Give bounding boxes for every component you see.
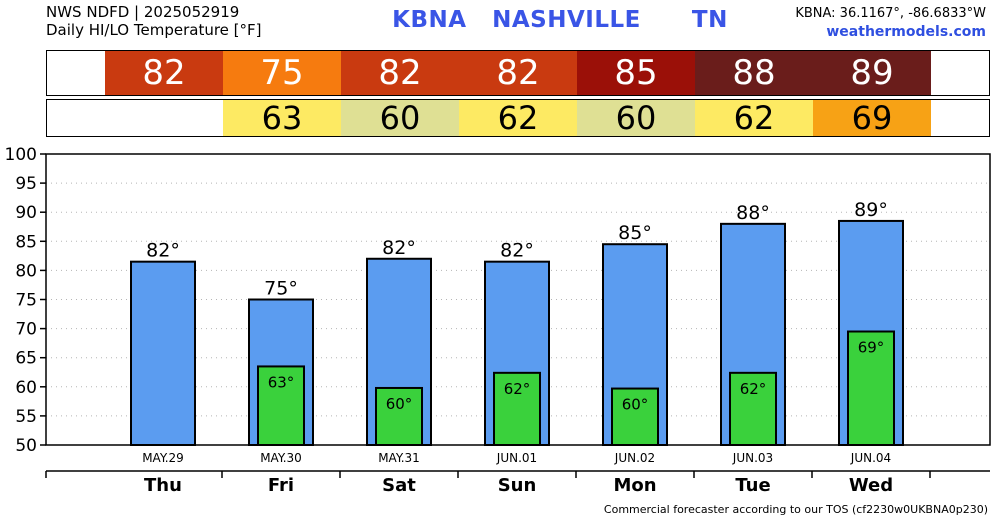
low-temp-bar	[729, 371, 777, 446]
y-tick-label: 70	[15, 320, 37, 340]
date-label: JUN.02	[614, 451, 655, 465]
low-temp-cell: 60	[341, 99, 459, 137]
day-label: Sun	[498, 475, 537, 496]
day-label: Fri	[268, 475, 294, 496]
high-temp-label: 82°	[382, 237, 416, 259]
y-tick-label: 100	[5, 145, 37, 165]
low-temp-label: 69°	[858, 339, 885, 357]
day-label: Wed	[849, 475, 893, 496]
high-temp-cell: 88	[695, 51, 813, 95]
low-temp-label: 62°	[504, 380, 531, 398]
low-temp-cell: 62	[459, 99, 577, 137]
high-temp-label: 88°	[736, 202, 770, 224]
y-tick-label: 85	[15, 232, 37, 252]
day-label: Tue	[735, 475, 770, 496]
day-label: Thu	[144, 475, 182, 496]
low-temp-cell: 63	[223, 99, 341, 137]
high-temp-cell: 75	[223, 51, 341, 95]
website-link[interactable]: weathermodels.com	[826, 24, 986, 40]
high-temp-cell: 82	[341, 51, 459, 95]
y-tick-label: 55	[15, 407, 37, 427]
product-title: NWS NDFD | 2025052919	[46, 3, 240, 21]
high-temp-label: 89°	[854, 199, 888, 221]
low-temp-strip: 63 60 62 60 62 69	[46, 99, 990, 137]
low-temp-label: 60°	[622, 396, 649, 414]
high-temp-bar	[130, 260, 196, 446]
date-label: MAY.31	[378, 451, 420, 465]
low-temp-label: 63°	[268, 373, 295, 391]
date-label: MAY.30	[260, 451, 302, 465]
chart-header-left: NWS NDFD | 2025052919 Daily HI/LO Temper…	[46, 3, 262, 39]
high-temp-label: 82°	[500, 240, 534, 262]
high-temp-label: 75°	[264, 278, 298, 300]
low-temp-bar	[375, 386, 423, 447]
day-label: Mon	[613, 475, 656, 496]
date-label: MAY.29	[142, 451, 184, 465]
low-temp-bar	[257, 365, 305, 446]
chart-header-right: KBNA: 36.1167°, -86.6833°W weathermodels…	[795, 5, 986, 41]
y-tick-label: 65	[15, 349, 37, 369]
footer-disclaimer: Commercial forecaster according to our T…	[603, 503, 988, 516]
low-temp-bar	[611, 387, 659, 447]
low-temp-cell: 69	[813, 99, 931, 137]
y-tick-label: 75	[15, 291, 37, 311]
station-coords: KBNA: 36.1167°, -86.6833°W	[795, 6, 986, 21]
high-temp-cell: 82	[105, 51, 223, 95]
high-temp-cell: 85	[577, 51, 695, 95]
y-tick-label: 80	[15, 261, 37, 281]
low-temp-label: 62°	[740, 380, 767, 398]
low-temp-label: 60°	[386, 395, 413, 413]
low-temp-cell: 60	[577, 99, 695, 137]
high-temp-label: 85°	[618, 222, 652, 244]
y-tick-label: 50	[15, 436, 37, 456]
y-tick-label: 60	[15, 378, 37, 398]
temperature-chart: 50 55 60 65 70 75 80 85 90 95 100 82° MAY.29 Thu 75° 63…	[5, 145, 991, 496]
date-label: JUN.04	[850, 451, 891, 465]
variable-title: Daily HI/LO Temperature [°F]	[46, 21, 262, 39]
y-tick-label: 95	[15, 174, 37, 194]
high-temp-cell: 82	[459, 51, 577, 95]
date-label: JUN.01	[496, 451, 537, 465]
day-label: Sat	[382, 475, 416, 496]
low-temp-bar	[493, 371, 541, 446]
high-temp-strip: 82 75 82 82 85 88 89	[46, 50, 990, 96]
y-tick-label: 90	[15, 203, 37, 223]
low-temp-cell: 62	[695, 99, 813, 137]
high-temp-label: 82°	[146, 240, 180, 262]
low-temp-bar	[847, 330, 895, 446]
high-temp-cell: 89	[813, 51, 931, 95]
station-title: KBNA NASHVILLE TN	[392, 7, 728, 33]
date-label: JUN.03	[732, 451, 773, 465]
